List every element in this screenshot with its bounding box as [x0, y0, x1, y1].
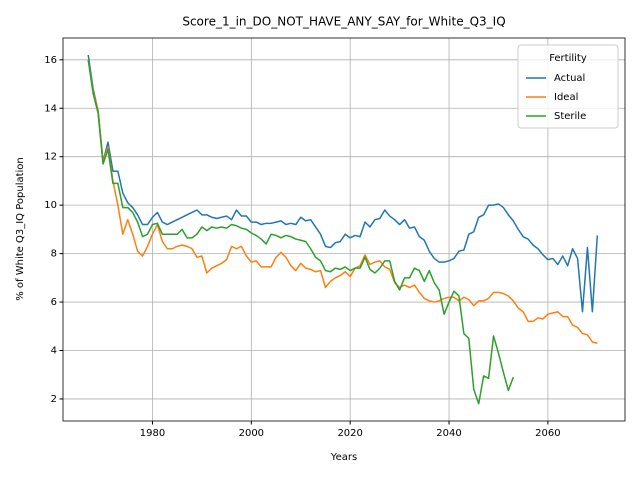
y-axis-label: % of White Q3_IQ Population	[15, 157, 26, 301]
y-tick-label: 14	[44, 103, 57, 114]
x-tick-label: 2060	[535, 428, 560, 439]
legend-label: Sterile	[554, 111, 586, 122]
y-tick-label: 4	[51, 346, 57, 357]
x-tick-label: 2040	[436, 428, 461, 439]
chart-title: Score_1_in_DO_NOT_HAVE_ANY_SAY_for_White…	[182, 15, 505, 29]
y-tick-label: 12	[44, 152, 57, 163]
x-tick-label: 2000	[239, 428, 264, 439]
series-line	[87, 59, 514, 405]
legend: Fertility Actual Ideal Sterile	[517, 44, 619, 129]
x-axis-label: Years	[330, 452, 357, 463]
y-tick-label: 6	[51, 297, 57, 308]
legend-box	[517, 44, 619, 129]
legend-title: Fertility	[549, 53, 587, 64]
y-tick-label: 8	[51, 249, 57, 260]
legend-label: Ideal	[554, 92, 578, 103]
plot-frame	[62, 37, 626, 422]
y-tick-label: 10	[44, 200, 57, 211]
y-tick-label: 2	[51, 394, 57, 405]
x-tick-label: 2020	[337, 428, 362, 439]
series-line	[87, 59, 598, 344]
y-tick-label: 16	[44, 55, 57, 66]
legend-label: Actual	[554, 73, 585, 84]
series-line	[87, 54, 599, 313]
x-tick-label: 1980	[140, 428, 165, 439]
